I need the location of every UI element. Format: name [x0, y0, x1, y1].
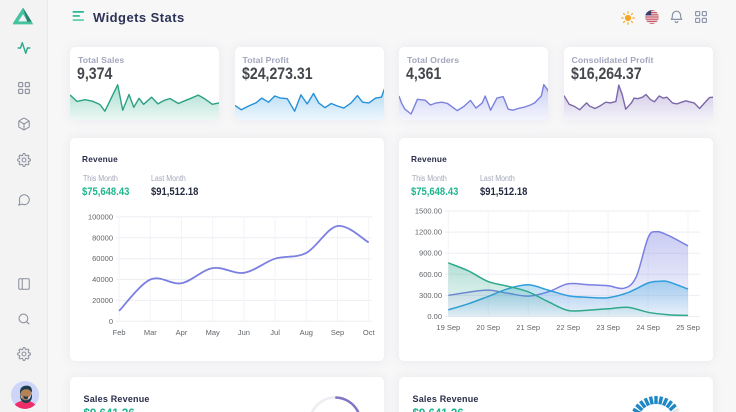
svg-text:600.00: 600.00 — [419, 270, 442, 279]
svg-text:Jul: Jul — [270, 328, 280, 337]
svg-text:100000: 100000 — [88, 212, 113, 221]
svg-text:1200.00: 1200.00 — [415, 228, 442, 237]
svg-text:900.00: 900.00 — [419, 249, 442, 258]
svg-text:Feb: Feb — [113, 328, 126, 337]
svg-text:Aug: Aug — [300, 328, 313, 337]
svg-text:Mar: Mar — [144, 328, 157, 337]
svg-text:Oct: Oct — [363, 328, 376, 337]
svg-text:May: May — [206, 328, 220, 337]
svg-text:1500.00: 1500.00 — [415, 207, 442, 216]
svg-text:19 Sep: 19 Sep — [436, 323, 460, 332]
svg-text:20000: 20000 — [92, 296, 113, 305]
svg-text:60000: 60000 — [92, 254, 113, 263]
svg-text:40000: 40000 — [92, 275, 113, 284]
svg-text:24 Sep: 24 Sep — [636, 323, 660, 332]
svg-text:25 Sep: 25 Sep — [676, 323, 700, 332]
svg-text:22 Sep: 22 Sep — [556, 323, 580, 332]
svg-text:20 Sep: 20 Sep — [476, 323, 500, 332]
svg-text:Jun: Jun — [238, 328, 250, 337]
svg-text:80000: 80000 — [92, 233, 113, 242]
svg-text:Apr: Apr — [176, 328, 188, 337]
svg-text:0: 0 — [109, 317, 113, 326]
svg-text:23 Sep: 23 Sep — [596, 323, 620, 332]
svg-text:21 Sep: 21 Sep — [516, 323, 540, 332]
svg-text:Sep: Sep — [331, 328, 344, 337]
svg-text:300.00: 300.00 — [419, 291, 442, 300]
svg-text:0.00: 0.00 — [427, 312, 442, 321]
